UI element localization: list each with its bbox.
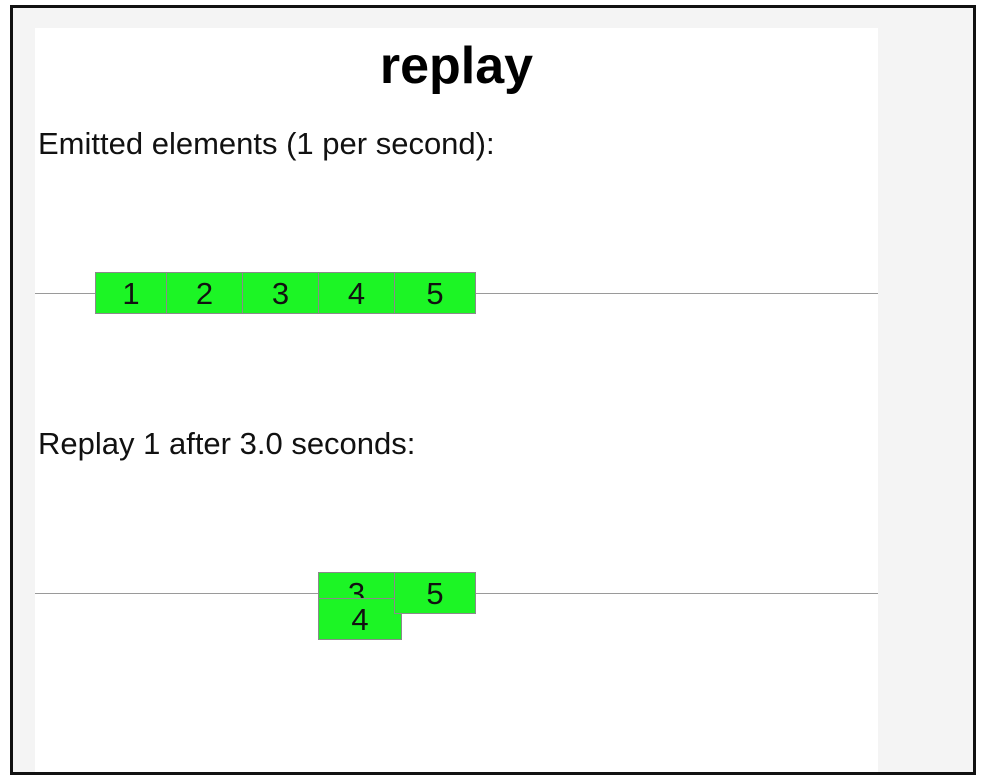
diagram-canvas: replay Emitted elements (1 per second): … bbox=[35, 28, 878, 772]
replay-marble-4: 4 bbox=[318, 598, 402, 640]
emitted-marble-3: 3 bbox=[242, 272, 319, 314]
replay-section-label: Replay 1 after 3.0 seconds: bbox=[38, 426, 416, 461]
emitted-section-label: Emitted elements (1 per second): bbox=[38, 126, 495, 161]
emitted-marble-2: 2 bbox=[166, 272, 243, 314]
diagram-title: replay bbox=[379, 37, 534, 95]
window-frame: replay Emitted elements (1 per second): … bbox=[10, 5, 976, 775]
emitted-marble-1: 1 bbox=[95, 272, 167, 314]
emitted-marble-5: 5 bbox=[394, 272, 476, 314]
replay-marble-5: 5 bbox=[394, 572, 476, 614]
emitted-marble-4: 4 bbox=[318, 272, 395, 314]
